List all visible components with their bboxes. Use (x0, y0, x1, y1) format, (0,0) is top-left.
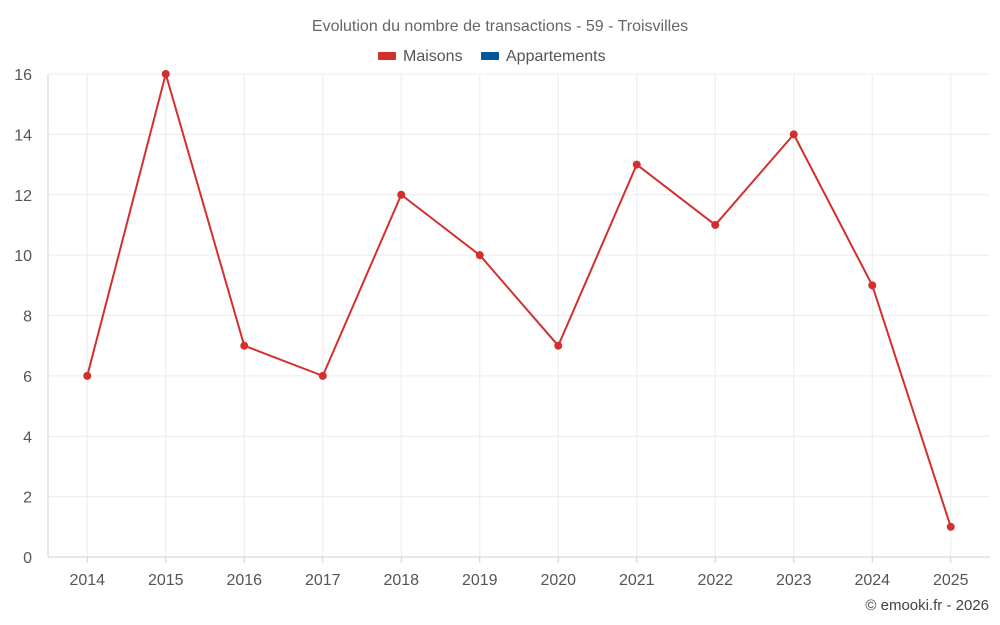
data-point-2023[interactable] (789, 130, 798, 139)
y-tick-label: 0 (23, 550, 32, 567)
data-point-2015[interactable] (161, 70, 170, 78)
x-tick-label: 2025 (933, 572, 969, 589)
y-tick-label: 14 (14, 127, 32, 144)
y-tick-label: 4 (23, 429, 32, 446)
legend: Maisons Appartements (378, 48, 606, 65)
legend-item-maisons[interactable]: Maisons (378, 48, 463, 65)
y-tick-label: 12 (14, 188, 32, 205)
x-tick-label: 2024 (854, 572, 890, 589)
legend-swatch-maisons (378, 52, 396, 60)
y-tick-label: 2 (23, 490, 32, 507)
data-point-2014[interactable] (83, 371, 92, 380)
legend-swatch-appartements (481, 52, 499, 60)
data-point-2024[interactable] (868, 281, 877, 290)
x-tick-label: 2022 (697, 572, 733, 589)
y-tick-label: 10 (14, 248, 32, 265)
x-tick-label: 2016 (226, 572, 262, 589)
x-tick-label: 2015 (148, 572, 184, 589)
credit-text: © emooki.fr - 2026 (865, 597, 989, 614)
data-point-2022[interactable] (711, 220, 720, 229)
data-point-2019[interactable] (475, 251, 484, 260)
x-tick-label: 2018 (383, 572, 419, 589)
x-tick-label: 2020 (540, 572, 576, 589)
x-tick-label: 2023 (776, 572, 812, 589)
data-point-2016[interactable] (240, 341, 249, 350)
data-point-2021[interactable] (632, 160, 641, 169)
series-line-maisons (86, 73, 952, 528)
legend-label-appartements: Appartements (506, 48, 606, 65)
legend-label-maisons: Maisons (403, 48, 463, 65)
chart-title: Evolution du nombre de transactions - 59… (312, 18, 688, 35)
x-tick-label: 2019 (462, 572, 498, 589)
data-point-2025[interactable] (946, 522, 955, 531)
y-tick-label: 6 (23, 369, 32, 386)
data-point-2020[interactable] (554, 341, 563, 350)
x-tick-label: 2021 (619, 572, 655, 589)
x-tick-label: 2014 (69, 572, 105, 589)
grid (48, 73, 990, 557)
data-point-2018[interactable] (397, 190, 406, 199)
x-tick-label: 2017 (305, 572, 341, 589)
data-point-2017[interactable] (318, 371, 327, 380)
y-tick-label: 16 (14, 67, 32, 84)
series-maisons (83, 70, 955, 531)
y-tick-label: 8 (23, 309, 32, 326)
axes: 0 2 4 6 8 10 12 14 16 2014 2015 2016 2017 2018 2019 202… (14, 67, 990, 589)
legend-item-appartements[interactable]: Appartements (481, 48, 606, 65)
